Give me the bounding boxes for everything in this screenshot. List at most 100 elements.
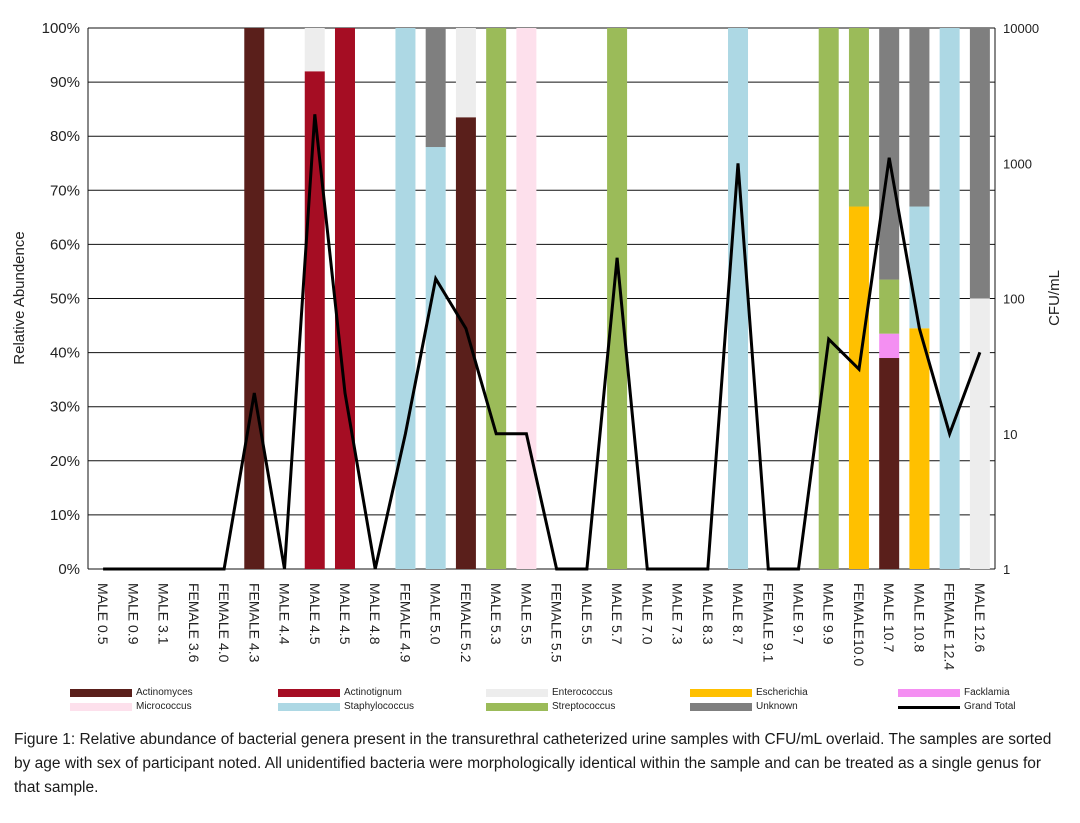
y2-tick-label: 1000 <box>1003 156 1032 171</box>
legend-label: Escherichia <box>756 687 808 698</box>
y-tick-label: 100% <box>42 20 80 37</box>
bar-segment <box>909 28 930 207</box>
y-tick-label: 40% <box>50 345 80 362</box>
y-tick-label: 20% <box>50 453 80 470</box>
x-tick-label: MALE 5.3 <box>488 583 504 645</box>
y-tick-label: 60% <box>50 236 80 253</box>
x-tick-label: MALE 4.5 <box>307 583 323 645</box>
bar-segment <box>879 333 900 359</box>
legend: Actinomyces Actinotignum Enterococcus Esche… <box>70 686 1070 720</box>
x-tick-label: MALE 7.3 <box>670 583 686 645</box>
x-tick-label: MALE 4.5 <box>337 583 353 645</box>
stacked-bars <box>244 28 990 569</box>
x-tick-label: FEMALE 4.0 <box>216 583 232 663</box>
legend-swatch <box>690 703 752 711</box>
bar-segment <box>879 279 900 334</box>
legend-swatch <box>690 689 752 697</box>
x-tick-label: FEMALE 4.9 <box>397 583 413 663</box>
legend-label: Staphylococcus <box>344 701 415 712</box>
y-tick-label: 90% <box>50 74 80 91</box>
legend-swatch <box>486 703 548 711</box>
legend-label: Actinomyces <box>136 687 193 698</box>
bar-segment <box>244 28 265 569</box>
x-tick-label: FEMALE 9.1 <box>760 583 776 663</box>
y-tick-label: 10% <box>50 507 80 524</box>
x-tick-label: MALE 4.4 <box>277 583 293 645</box>
bar-segment <box>939 28 960 569</box>
x-tick-label: MALE 5.0 <box>428 583 444 645</box>
x-tick-label: FEMALE10.0 <box>851 583 867 666</box>
x-tick-label: FEMALE 3.6 <box>186 583 202 663</box>
bar-segment <box>607 28 628 569</box>
x-tick-label: MALE 5.5 <box>518 583 534 645</box>
y-tick-labels: 0% 10% 20% 30% 40% 50% 60% 70% 80% 90% 100% <box>42 20 80 578</box>
bar-segment <box>486 28 507 569</box>
axes <box>87 28 996 569</box>
legend-label: Actinotignum <box>344 687 402 698</box>
legend-swatch <box>898 689 960 697</box>
bar-segment <box>848 28 869 207</box>
x-tick-label: FEMALE 4.3 <box>246 583 262 663</box>
bar-segment <box>818 28 839 569</box>
bar-segment <box>455 117 476 569</box>
x-tick-label: FEMALE 5.2 <box>458 583 474 663</box>
legend-swatch <box>898 706 960 709</box>
bar-segment <box>879 358 900 569</box>
legend-label: Micrococcus <box>136 701 192 712</box>
bar-segment <box>909 328 930 569</box>
bar-segment <box>425 28 446 148</box>
x-tick-label: FEMALE 12.4 <box>942 583 958 670</box>
grand-total-line <box>103 114 982 571</box>
legend-swatch <box>70 689 132 697</box>
y2-tick-label: 100 <box>1003 292 1025 307</box>
y2-tick-label: 1 <box>1003 562 1010 577</box>
x-tick-label: MALE 0.9 <box>125 583 141 645</box>
bar-segment <box>879 28 900 280</box>
x-tick-label: MALE 10.8 <box>911 583 927 652</box>
x-tick-label: MALE 7.0 <box>639 583 655 645</box>
legend-label: Facklamia <box>964 687 1010 698</box>
bar-segment <box>455 28 476 118</box>
y2-tick-labels: 1 10 100 1000 10000 <box>1003 21 1039 577</box>
bar-segment <box>728 28 749 569</box>
y2-tick-label: 10000 <box>1003 21 1039 36</box>
gridlines <box>88 27 995 570</box>
y2-axis-label: CFU/mL <box>1046 270 1063 326</box>
bar-segment <box>425 147 446 569</box>
x-tick-label: MALE 5.7 <box>609 583 625 645</box>
bar-segment <box>909 206 930 329</box>
x-tick-label: MALE 8.7 <box>730 583 746 645</box>
x-tick-label: MALE 9.7 <box>790 583 806 645</box>
x-tick-label: MALE 0.5 <box>95 583 111 645</box>
y-tick-label: 0% <box>58 561 80 578</box>
legend-swatch <box>70 703 132 711</box>
x-tick-label: MALE 5.5 <box>579 583 595 645</box>
x-tick-label: MALE 4.8 <box>367 583 383 645</box>
bar-segment <box>304 71 325 569</box>
x-tick-labels: MALE 0.5 MALE 0.9 MALE 3.1 FEMALE 3.6 FEMALE… <box>95 583 988 670</box>
grand-total-polyline <box>103 114 982 571</box>
bar-segment <box>969 298 990 569</box>
x-tick-label: MALE 8.3 <box>700 583 716 645</box>
legend-swatch <box>278 703 340 711</box>
bar-segment <box>969 28 990 299</box>
legend-label: Enterococcus <box>552 687 613 698</box>
legend-label: Streptococcus <box>552 701 616 712</box>
x-tick-label: MALE 3.1 <box>156 583 172 645</box>
legend-swatch <box>486 689 548 697</box>
x-tick-label: MALE 10.7 <box>881 583 897 652</box>
legend-label: Unknown <box>756 701 798 712</box>
x-tick-label: MALE 12.6 <box>972 583 988 652</box>
bar-segment <box>395 28 416 569</box>
bar-segment <box>334 28 355 569</box>
y-tick-label: 50% <box>50 291 80 308</box>
bar-segment <box>304 28 325 72</box>
y-tick-label: 70% <box>50 182 80 199</box>
x-tick-label: MALE 9.9 <box>821 583 837 645</box>
bar-segment <box>516 28 537 569</box>
bar-segment <box>848 206 869 569</box>
y-tick-label: 80% <box>50 128 80 145</box>
y-tick-label: 30% <box>50 399 80 416</box>
legend-label: Grand Total <box>964 701 1016 712</box>
legend-swatch <box>278 689 340 697</box>
